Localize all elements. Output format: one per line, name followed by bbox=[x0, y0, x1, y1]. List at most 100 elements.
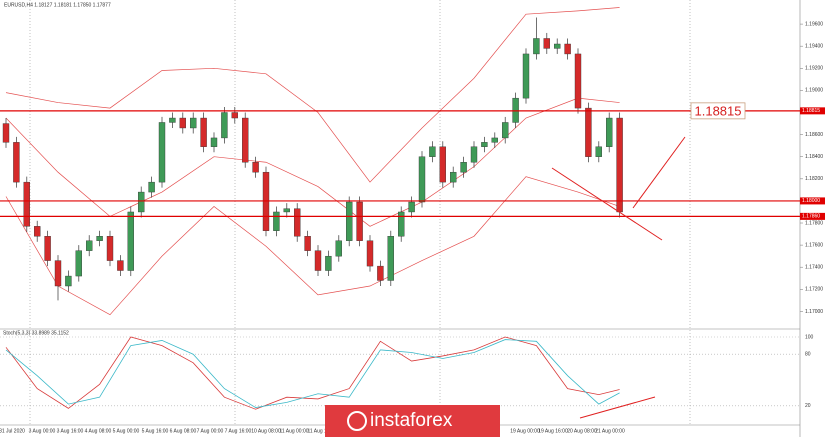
candle-body bbox=[408, 201, 415, 213]
candle-body bbox=[106, 236, 114, 261]
level-tag bbox=[800, 212, 825, 220]
candle-body bbox=[574, 53, 582, 109]
y-tick-label: 1.17800 bbox=[805, 220, 823, 226]
candle-body bbox=[543, 38, 550, 49]
candle-body bbox=[304, 236, 311, 251]
candle-body bbox=[450, 171, 457, 183]
x-tick-label: 19 Aug 16:00 bbox=[538, 428, 568, 434]
band-line bbox=[5, 176, 620, 316]
stoch-tick-label: 100 bbox=[805, 334, 814, 340]
watermark-box bbox=[325, 405, 500, 437]
candle-body bbox=[148, 181, 155, 193]
y-tick-label: 1.19600 bbox=[805, 21, 823, 27]
trend-line bbox=[579, 396, 656, 419]
stoch-line bbox=[5, 336, 620, 410]
candle-body bbox=[96, 236, 103, 241]
x-tick-label: 4 Aug 08:00 bbox=[85, 428, 112, 434]
candle-body bbox=[2, 123, 10, 143]
y-tick-label: 1.17200 bbox=[805, 287, 823, 293]
candle-body bbox=[398, 211, 405, 237]
level-callout-label: 1.18815 bbox=[695, 103, 742, 118]
level-tag-label: 1.18000 bbox=[802, 198, 820, 204]
candle-body bbox=[533, 38, 540, 55]
candle-body bbox=[252, 162, 259, 173]
candle-body bbox=[23, 181, 30, 227]
candle-body bbox=[85, 240, 93, 251]
candle-body bbox=[44, 236, 51, 261]
candle-body bbox=[377, 265, 384, 281]
watermark-icon bbox=[347, 411, 367, 431]
y-tick-label: 1.17600 bbox=[805, 242, 823, 248]
x-tick-label: 11 Aug 00:00 bbox=[279, 428, 308, 434]
candle-body bbox=[616, 117, 623, 213]
candle-body bbox=[387, 236, 394, 281]
level-tag bbox=[800, 197, 825, 205]
candle-body bbox=[522, 53, 530, 99]
stoch-title: Stoch(5,3,3) 33.8989 35.1152 bbox=[3, 330, 69, 336]
candle-body bbox=[439, 146, 446, 183]
candle-body bbox=[221, 112, 228, 139]
candle-body bbox=[314, 250, 322, 271]
candle-body bbox=[137, 191, 145, 213]
stoch-line bbox=[5, 339, 620, 408]
trend-line bbox=[551, 167, 663, 241]
trend-line bbox=[632, 136, 686, 209]
y-tick-label: 1.17400 bbox=[805, 265, 823, 271]
candle-body bbox=[429, 146, 436, 157]
x-tick-label: 6 Aug 08:00 bbox=[170, 428, 197, 434]
candle-body bbox=[283, 208, 290, 213]
stoch-tick-label: 80 bbox=[805, 352, 811, 358]
watermark: instaforex bbox=[370, 410, 453, 431]
band-line bbox=[5, 7, 620, 183]
candle-body bbox=[75, 250, 83, 277]
x-tick-label: 5 Aug 00:00 bbox=[113, 428, 140, 434]
candle-body bbox=[460, 162, 467, 173]
level-tag bbox=[800, 107, 825, 115]
candle-body bbox=[470, 146, 478, 163]
x-tick-label: 10 Aug 08:00 bbox=[251, 428, 281, 434]
candle-body bbox=[502, 122, 509, 139]
y-tick-label: 1.19000 bbox=[805, 88, 823, 94]
candle-body bbox=[491, 137, 498, 143]
candle-body bbox=[481, 142, 488, 147]
x-tick-label: 5 Aug 16:00 bbox=[142, 428, 169, 434]
x-tick-label: 3 Aug 16:00 bbox=[57, 428, 84, 434]
candle-body bbox=[564, 43, 571, 55]
candle-body bbox=[335, 240, 342, 257]
y-tick-label: 1.18200 bbox=[805, 176, 823, 182]
candle-body bbox=[606, 117, 613, 147]
candle-body bbox=[210, 137, 218, 147]
candle-body bbox=[595, 146, 602, 157]
candle-body bbox=[294, 208, 301, 237]
candle-body bbox=[325, 255, 332, 271]
x-tick-label: 7 Aug 00:00 bbox=[197, 428, 224, 434]
candle-body bbox=[554, 43, 561, 49]
y-tick-label: 1.18400 bbox=[805, 154, 823, 160]
candle-body bbox=[346, 201, 353, 241]
candle-body bbox=[241, 117, 249, 163]
x-tick-label: 3 Aug 00:00 bbox=[29, 428, 56, 434]
level-tag-label: 1.17860 bbox=[802, 214, 820, 220]
candle-body bbox=[117, 260, 124, 271]
y-tick-label: 1.19400 bbox=[805, 44, 823, 50]
candle-body bbox=[54, 260, 62, 287]
x-tick-label: 19 Aug 00:00 bbox=[510, 428, 540, 434]
marks: 1.17000 1.17200 1.17400 1.17600 1.17800 1.180… bbox=[0, 7, 825, 434]
level-tag-label: 1.18815 bbox=[802, 108, 820, 114]
candle-body bbox=[273, 211, 280, 231]
stoch-tick-label: 20 bbox=[805, 403, 811, 409]
x-tick-label: 21 Aug 00:00 bbox=[595, 428, 625, 434]
candle-body bbox=[13, 142, 20, 183]
candle-body bbox=[231, 112, 239, 119]
candle-body bbox=[418, 156, 426, 203]
candle-body bbox=[179, 117, 187, 129]
x-tick-label: 20 Aug 08:00 bbox=[567, 428, 597, 434]
chart-title: EURUSD,H4 1.18127 1.18181 1.17850 1.1787… bbox=[4, 2, 111, 8]
candle-body bbox=[65, 275, 72, 287]
x-tick-label: 11 Aug 16:00 bbox=[307, 428, 336, 434]
candle-body bbox=[34, 226, 41, 237]
candle-body bbox=[169, 117, 176, 123]
candle-body bbox=[585, 107, 592, 157]
